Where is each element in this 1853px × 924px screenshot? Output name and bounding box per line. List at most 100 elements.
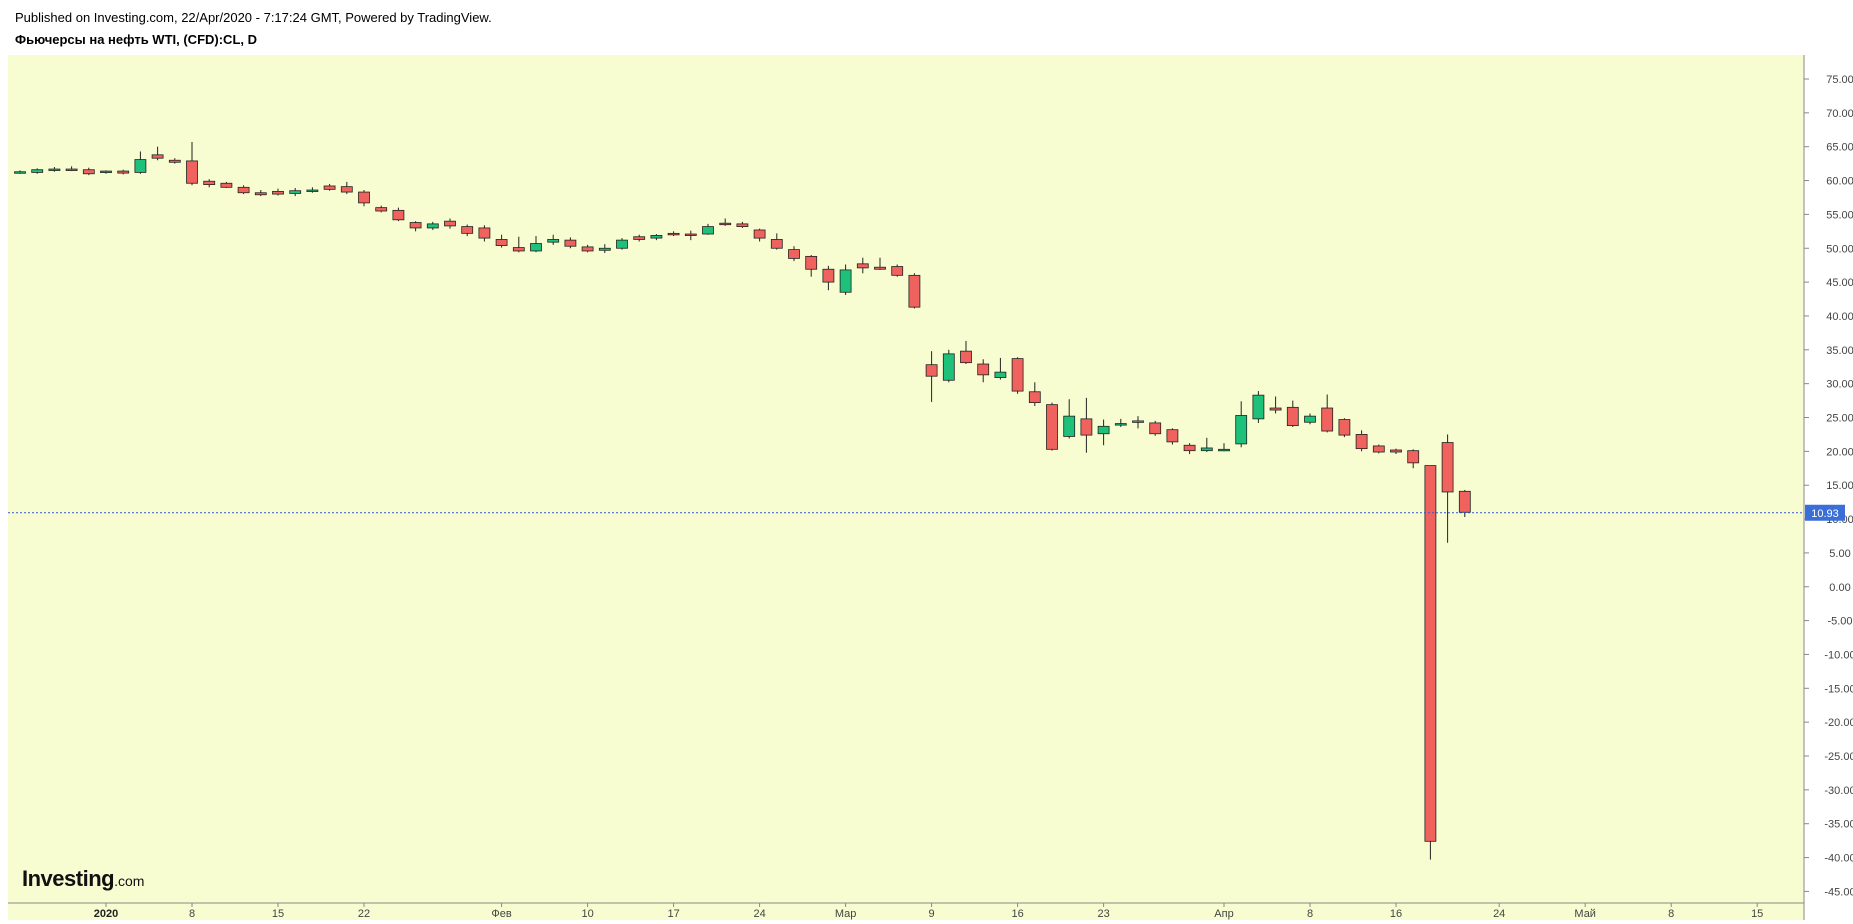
y-tick-label: -40.00 [1824,853,1853,865]
plot-area [8,55,1804,903]
y-tick-label: 50.00 [1826,243,1853,255]
candle-body [564,239,577,247]
candle-body [925,364,938,377]
candle-body [1321,407,1334,432]
candle-body [856,263,869,269]
candle-body [495,239,508,246]
candle-body [186,160,198,184]
candle-body [220,182,233,188]
x-tick-label: 15 [272,908,284,920]
candle-body [340,186,353,193]
published-note: Published on Investing.com, 22/Apr/2020 … [15,10,492,25]
candle-body [1080,418,1093,436]
x-tick-label: 24 [753,908,765,920]
candle-body [1372,445,1385,453]
candle-body [392,209,405,221]
y-tick-label: -25.00 [1824,751,1853,763]
y-tick-label: 60.00 [1826,176,1853,188]
candle-body [736,223,749,227]
y-tick-label: 20.00 [1826,446,1853,458]
candle-body [598,247,611,251]
candle-body [1355,434,1368,450]
y-tick-label: -20.00 [1824,717,1853,729]
candle-body [1063,415,1076,437]
candle-body [822,268,835,283]
candle-body [461,226,474,234]
candle-body [684,233,697,236]
candle-body [1407,450,1420,464]
x-tick-label: 24 [1493,908,1505,920]
candle-body [48,168,61,171]
candle-body [1304,415,1316,423]
candle-body [1286,406,1299,427]
candle-body [358,191,370,204]
candle-body [1252,394,1265,420]
candle-body [512,247,525,252]
candle-body [1114,423,1127,426]
candle-body [1183,444,1196,452]
candle-body [1149,422,1162,435]
candle-body [650,234,663,239]
x-tick-label: Май [1574,908,1596,920]
candle-body [375,207,388,212]
candle-body [874,266,886,270]
y-tick-label: 30.00 [1826,379,1853,391]
logo-suffix: .com [114,873,145,889]
candle-body [1218,448,1230,452]
candle-body [323,185,336,190]
candle-body [702,226,714,235]
candle-body [237,186,250,194]
x-tick-label: 15 [1751,908,1763,920]
candle-body [1424,465,1437,842]
chart-title: Фьючерсы на нефть WTI, (CFD):CL, D [15,32,257,47]
y-tick-label: 15.00 [1826,480,1853,492]
y-tick-label: 70.00 [1826,108,1853,120]
candle-body [444,220,456,227]
candle-body [289,190,302,194]
candle-body [134,159,147,173]
x-tick-label: 16 [1390,908,1402,920]
candle-body [409,222,422,229]
last-price-badge [1805,504,1845,521]
candle-body [82,169,95,175]
y-tick-label: -10.00 [1824,649,1853,661]
candle-body [254,192,267,196]
candle-body [1235,415,1248,445]
candle-body [977,363,990,376]
candle-body [839,269,852,293]
candle-body [908,274,921,308]
candle-body [805,255,818,270]
y-tick-label: -30.00 [1824,785,1853,797]
y-tick-label: 75.00 [1826,74,1853,86]
x-tick-label: 22 [358,908,370,920]
candle-body [770,239,783,249]
candle-body [1097,425,1110,435]
candle-body [1046,404,1058,450]
candle-body [960,350,972,364]
candle-body [942,353,955,381]
candle-body [1441,442,1454,493]
x-tick-label: 23 [1097,908,1109,920]
candle-body [1132,420,1144,423]
x-tick-label: 9 [929,908,935,920]
candle-body [1028,391,1041,404]
y-tick-label: -15.00 [1824,683,1853,695]
candle-body [1166,429,1179,443]
candle-body [14,171,26,174]
candle-body [1390,449,1402,453]
y-tick-label: 5.00 [1829,548,1850,560]
candle-body [1458,490,1471,513]
candle-body [581,246,594,252]
candle-body [151,154,164,159]
candle-body [1200,447,1213,452]
candle-body [1269,407,1282,411]
candle-body [117,170,130,174]
y-tick-label: -35.00 [1824,819,1853,831]
candle-body [272,190,284,195]
candle-body [426,223,439,229]
x-tick-label: Фев [491,908,511,920]
y-tick-label: 55.00 [1826,209,1853,221]
x-tick-label: 17 [667,908,679,920]
x-tick-label: Мар [835,908,857,920]
